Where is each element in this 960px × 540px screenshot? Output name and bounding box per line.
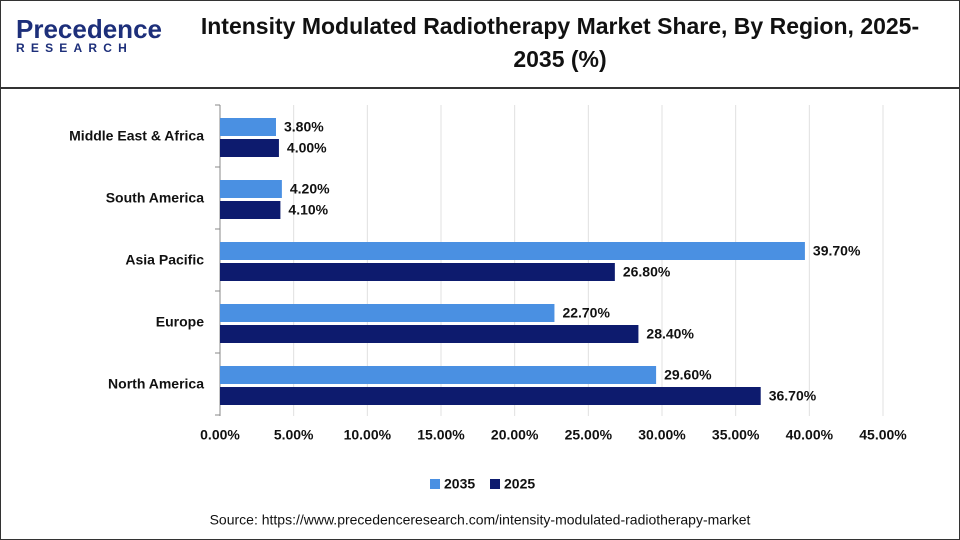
legend-label: 2035 (444, 476, 475, 492)
x-tick-label: 30.00% (638, 427, 686, 443)
value-label: 4.20% (290, 181, 330, 197)
x-tick-label: 5.00% (274, 427, 314, 443)
logo: Precedence RESEARCH (16, 14, 162, 55)
x-tick-label: 15.00% (417, 427, 465, 443)
value-label: 29.60% (664, 367, 712, 383)
value-label: 22.70% (562, 305, 610, 321)
source-note: Source: https://www.precedenceresearch.c… (210, 512, 751, 528)
bar (220, 325, 639, 343)
x-tick-label: 35.00% (712, 427, 760, 443)
value-label: 4.00% (287, 140, 327, 156)
x-tick-label: 40.00% (786, 427, 834, 443)
legend-swatch (430, 479, 440, 489)
y-tick-label: Europe (156, 314, 204, 330)
chart-title: Intensity Modulated Radiotherapy Market … (200, 13, 920, 72)
bar (220, 180, 282, 198)
x-tick-label: 25.00% (565, 427, 613, 443)
x-tick-label: 10.00% (344, 427, 392, 443)
legend-swatch (490, 479, 500, 489)
y-tick-label: Middle East & Africa (69, 128, 204, 144)
value-label: 3.80% (284, 119, 324, 135)
value-label: 39.70% (813, 243, 861, 259)
bar (220, 201, 281, 219)
bar (220, 263, 615, 281)
bar (220, 242, 805, 260)
bar (220, 139, 279, 157)
logo-sub: RESEARCH (16, 41, 133, 55)
logo-name: Precedence (16, 14, 162, 44)
x-tick-label: 20.00% (491, 427, 539, 443)
bar (220, 366, 657, 384)
value-label: 4.10% (288, 202, 328, 218)
value-label: 26.80% (623, 264, 671, 280)
bar (220, 304, 555, 322)
value-label: 28.40% (646, 326, 694, 342)
x-tick-label: 0.00% (200, 427, 240, 443)
x-tick-label: 45.00% (859, 427, 907, 443)
bar (220, 118, 276, 136)
y-tick-label: Asia Pacific (125, 252, 204, 268)
bar (220, 387, 761, 405)
legend-label: 2025 (504, 476, 535, 492)
y-tick-label: South America (106, 190, 204, 206)
header-rule (0, 87, 960, 89)
value-label: 36.70% (769, 388, 817, 404)
y-tick-label: North America (108, 376, 204, 392)
